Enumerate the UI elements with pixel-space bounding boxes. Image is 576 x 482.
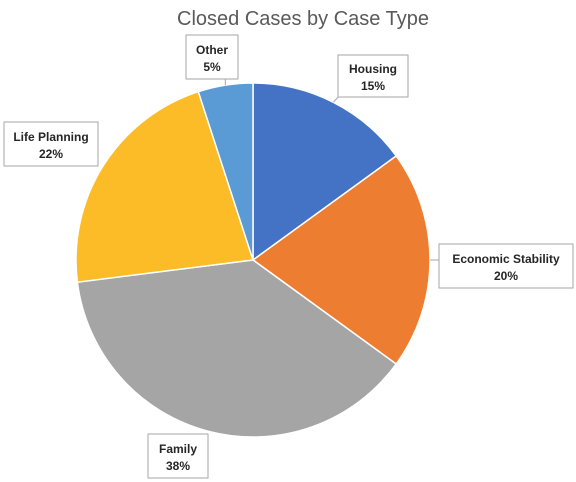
pie-slice-economic-stability — [251, 154, 431, 366]
pie-slice-life-planning — [75, 90, 254, 284]
data-label-category-family: Family — [159, 442, 197, 456]
data-labels: Housing 15% Economic Stability 20% Family 38%… — [3, 34, 574, 479]
data-label-value-housing: 15% — [361, 79, 385, 93]
pie-slice-family — [76, 259, 398, 438]
data-label-value-other: 5% — [203, 60, 221, 74]
data-label-box-family — [147, 433, 209, 479]
data-label-category-economic-stability: Economic Stability — [452, 252, 560, 266]
data-label-category-other: Other — [196, 43, 228, 57]
data-label-box-life-planning — [3, 121, 99, 167]
data-label-value-family: 38% — [166, 459, 190, 473]
data-label-value-life-planning: 22% — [39, 147, 63, 161]
data-label-value-economic-stability: 20% — [494, 269, 518, 283]
data-label-category-housing: Housing — [349, 62, 397, 76]
data-label-box-housing — [337, 54, 409, 98]
leader-line-housing — [332, 96, 339, 103]
data-label-category-life-planning: Life Planning — [13, 130, 88, 144]
pie-slice-other — [197, 82, 254, 261]
pie-slices — [75, 82, 431, 438]
data-label-box-other — [185, 34, 239, 80]
chart-title: Closed Cases by Case Type — [177, 8, 429, 30]
data-label-box-economic-stability — [438, 243, 574, 289]
